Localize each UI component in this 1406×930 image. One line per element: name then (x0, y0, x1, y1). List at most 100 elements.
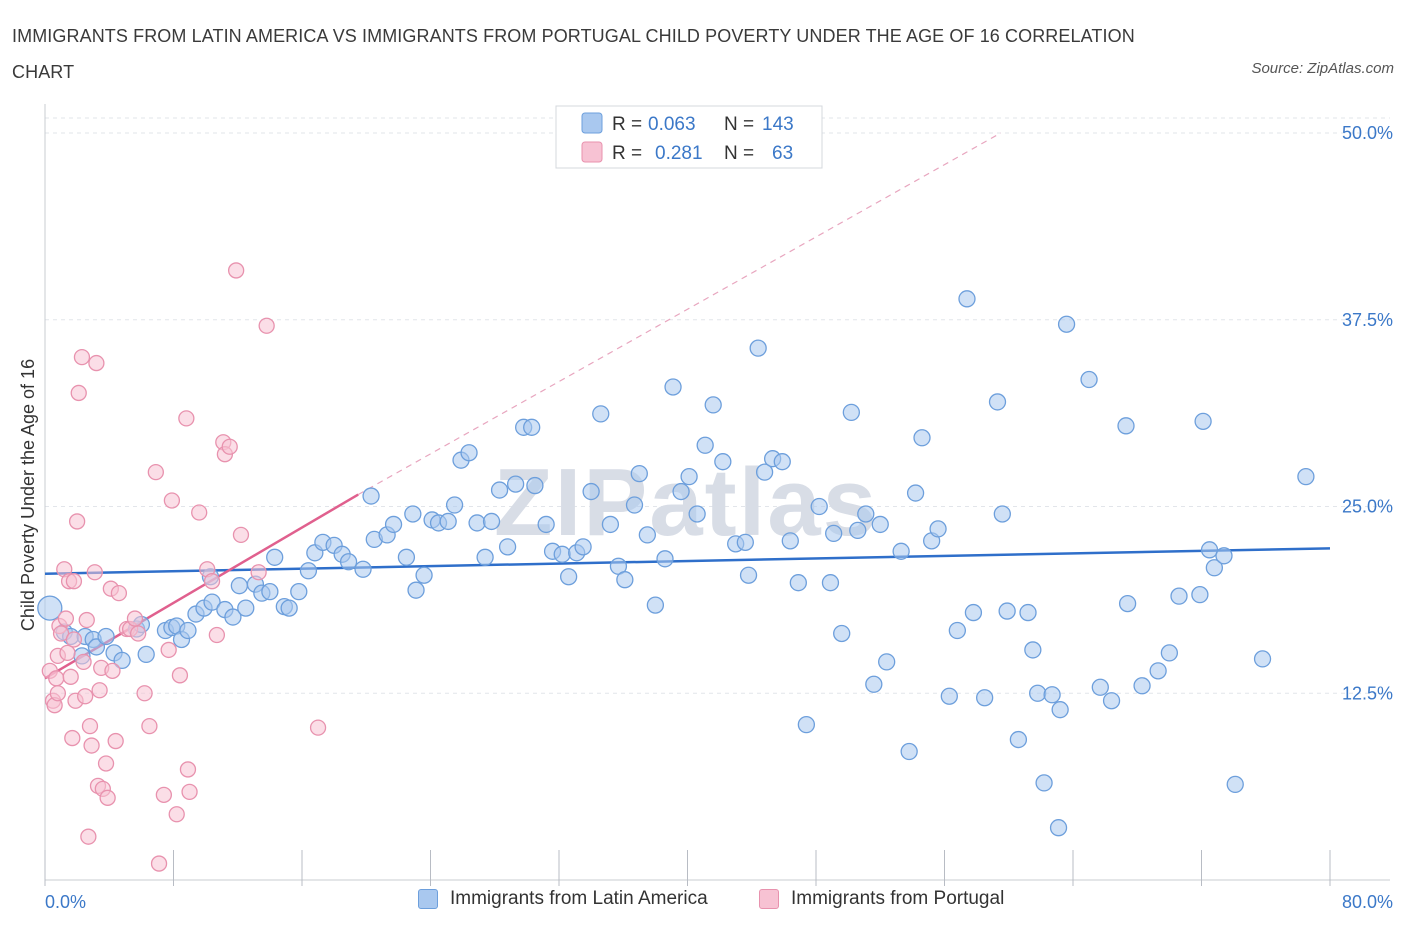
point-portugal-29 (91, 682, 108, 699)
point-latin-america-108 (906, 484, 925, 502)
legend-swatch-portugal (581, 141, 603, 163)
point-portugal-22 (78, 611, 95, 629)
point-portugal-50 (171, 667, 189, 684)
point-latin-america-62 (526, 476, 544, 495)
point-latin-america-29 (266, 548, 284, 566)
point-latin-america-96 (810, 497, 828, 516)
legend-item-portugal: Immigrants from Portugal (759, 888, 1004, 910)
point-latin-america-33 (299, 562, 318, 580)
point-latin-america-50 (439, 512, 457, 531)
point-portugal-48 (163, 492, 181, 509)
point-latin-america-104 (871, 515, 889, 534)
point-latin-america-53 (460, 444, 478, 462)
point-latin-america-63 (537, 515, 555, 534)
point-latin-america-98 (825, 524, 843, 543)
point-latin-america-59 (506, 475, 525, 493)
trend-line-portugal-extended (357, 132, 1002, 496)
point-latin-america-99 (833, 624, 851, 643)
point-latin-america-65 (553, 545, 571, 563)
point-latin-america-85 (714, 453, 732, 471)
point-portugal-52 (179, 761, 197, 778)
point-portugal-64 (258, 317, 275, 334)
point-latin-america-69 (582, 482, 600, 501)
point-latin-america-137 (1170, 587, 1188, 605)
point-latin-america-100 (842, 403, 860, 422)
point-portugal-44 (147, 463, 164, 481)
point-portugal-43 (141, 717, 158, 735)
point-portugal-35 (104, 662, 121, 679)
point-latin-america-24 (230, 577, 249, 595)
point-latin-america-136 (1160, 644, 1179, 662)
source-label: Source: ZipAtlas.com (1251, 60, 1394, 77)
axes (44, 104, 1390, 886)
point-latin-america-143 (1226, 775, 1244, 794)
point-latin-america-70 (592, 405, 610, 423)
point-latin-america-115 (964, 603, 983, 622)
point-latin-america-73 (616, 571, 634, 589)
y-tick-label-0: 12.5% (1342, 683, 1393, 703)
point-latin-america-105 (878, 653, 896, 671)
point-latin-america-144 (1253, 650, 1272, 668)
point-latin-america-95 (797, 715, 816, 734)
point-portugal-15 (65, 573, 83, 590)
point-portugal-65 (309, 719, 327, 736)
point-portugal-23 (80, 828, 97, 845)
point-latin-america-88 (739, 566, 758, 584)
point-portugal-4 (49, 685, 66, 702)
point-portugal-32 (97, 755, 115, 772)
point-portugal-14 (65, 631, 83, 648)
legend-r-value-2: 0.281 (655, 143, 703, 164)
point-latin-america-134 (1133, 677, 1151, 695)
point-latin-america-31 (280, 599, 298, 617)
legend-label-portugal: Immigrants from Portugal (791, 888, 1005, 909)
point-latin-america-128 (1049, 819, 1068, 837)
point-latin-america-130 (1091, 678, 1109, 696)
point-latin-america-56 (482, 512, 501, 531)
point-latin-america-145 (1297, 467, 1315, 486)
point-portugal-17 (68, 513, 86, 530)
point-portugal-46 (155, 786, 173, 803)
point-latin-america-114 (958, 290, 976, 308)
point-latin-america-81 (680, 467, 698, 486)
point-latin-america-43 (384, 515, 403, 534)
y-tick-label-3: 50.0% (1342, 123, 1393, 143)
point-latin-america-122 (1024, 641, 1042, 659)
point-portugal-63 (250, 564, 267, 581)
point-latin-america-93 (781, 532, 799, 550)
series-legend: Immigrants from Latin America Immigrants… (0, 888, 1406, 918)
point-latin-america-112 (940, 687, 958, 705)
legend-r-label-2: R = (612, 143, 642, 164)
point-latin-america-84 (704, 396, 722, 414)
point-latin-america-75 (630, 464, 648, 483)
point-latin-america-124 (1035, 774, 1053, 792)
x-tick-label-max: 80.0% (1342, 892, 1393, 912)
point-portugal-61 (227, 262, 245, 279)
point-latin-america-44 (397, 548, 416, 566)
legend-swatch-blue (418, 889, 438, 909)
point-latin-america-107 (900, 742, 918, 761)
point-latin-america-131 (1102, 692, 1121, 710)
point-latin-america-38 (339, 553, 358, 571)
point-latin-america-10 (137, 645, 155, 664)
y-axis-label: Child Poverty Under the Age of 16 (18, 359, 38, 631)
legend-n-label-1: N = (724, 114, 754, 135)
point-portugal-57 (208, 626, 226, 644)
point-latin-america-113 (948, 621, 966, 640)
point-latin-america-118 (993, 505, 1011, 523)
point-latin-america-135 (1149, 662, 1167, 680)
point-latin-america-116 (976, 689, 994, 707)
point-latin-america-46 (407, 581, 425, 599)
point-latin-america-127 (1057, 315, 1076, 333)
point-latin-america-138 (1191, 585, 1209, 604)
point-portugal-37 (110, 585, 128, 602)
point-portugal-9 (57, 610, 75, 627)
chart-title: IMMIGRANTS FROM LATIN AMERICA VS IMMIGRA… (12, 26, 1135, 82)
point-portugal-51 (178, 410, 195, 427)
point-portugal-10 (59, 644, 76, 662)
point-latin-america-61 (523, 418, 541, 436)
point-latin-america-45 (404, 505, 422, 523)
point-portugal-40 (126, 610, 144, 627)
point-portugal-19 (73, 348, 91, 366)
stats-legend: R = 0.063 N = 143 R = 0.281 N = 63 (555, 105, 823, 169)
